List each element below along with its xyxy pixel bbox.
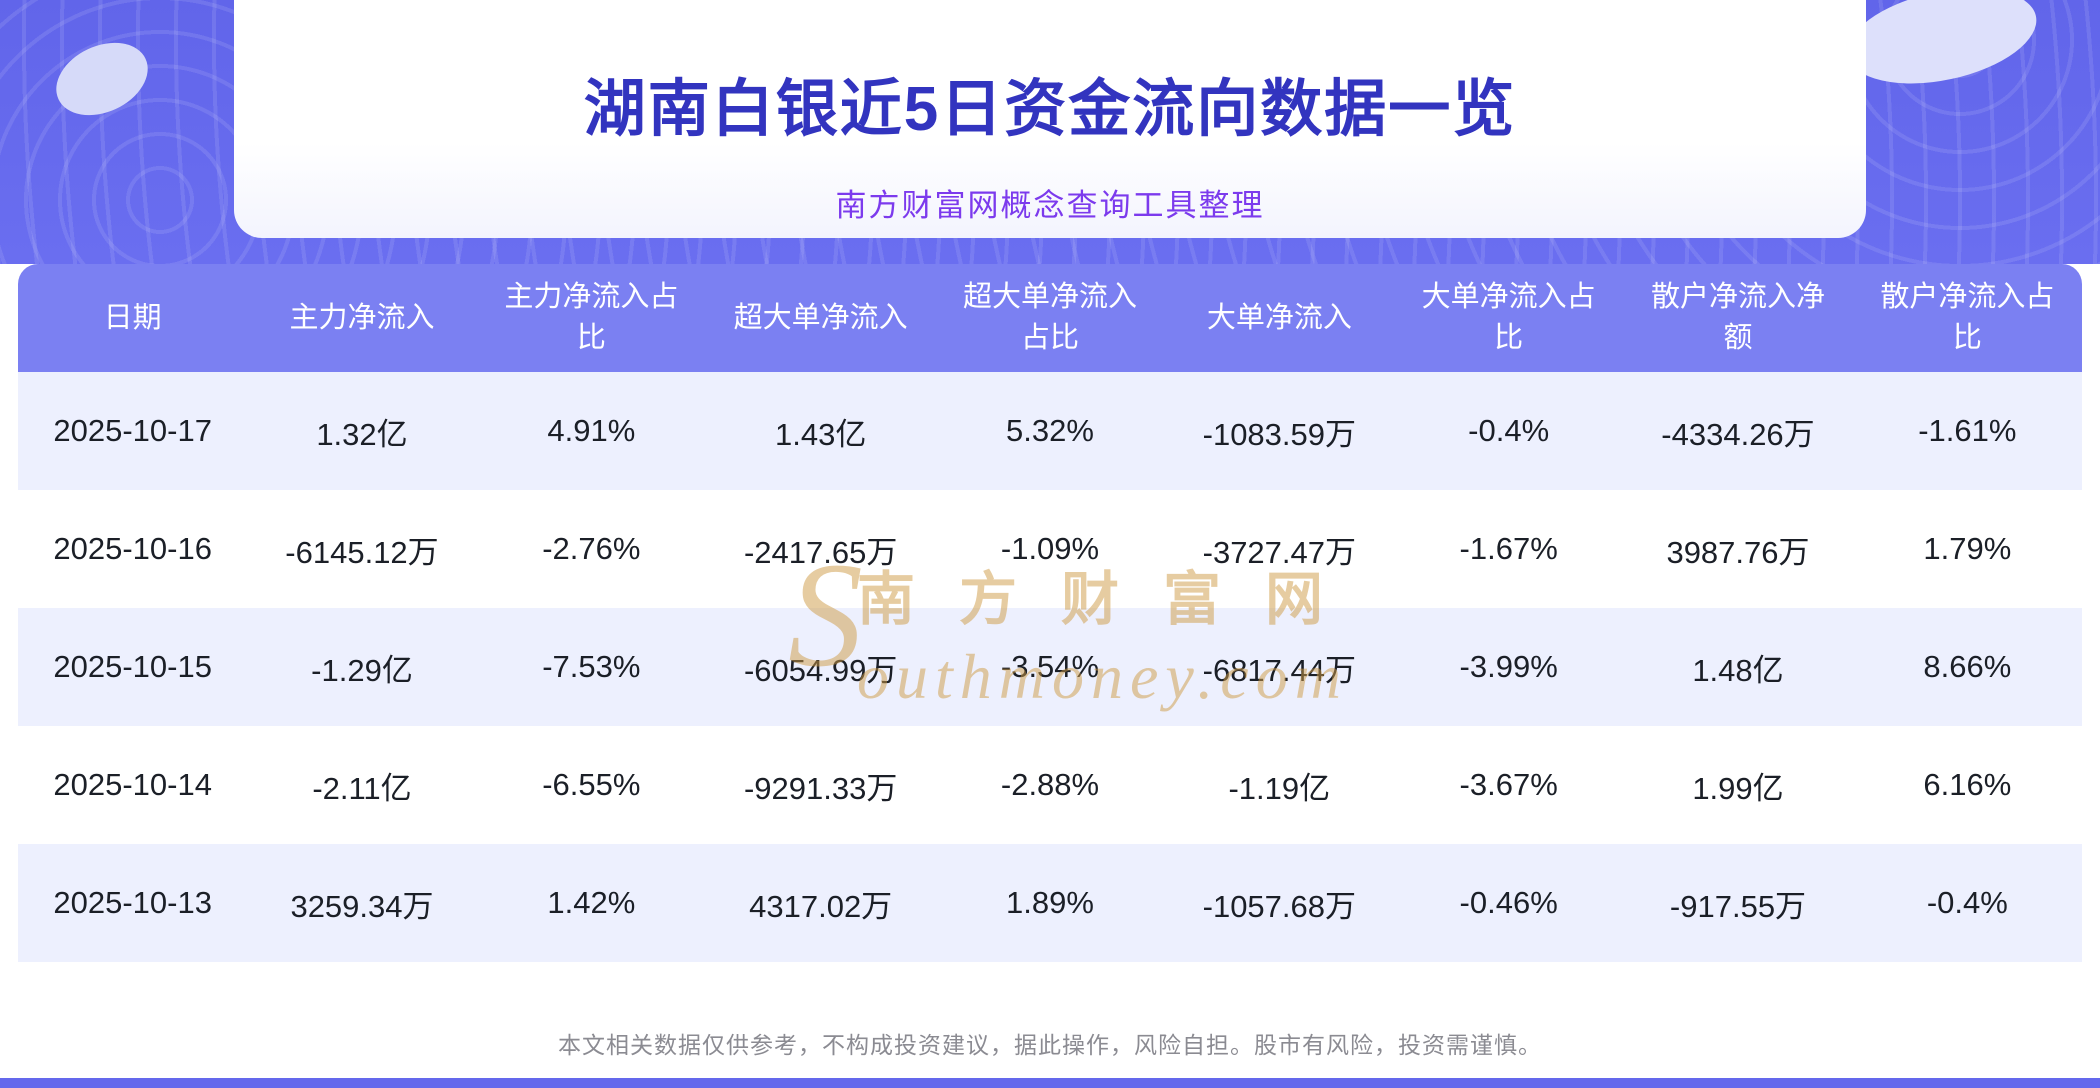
table-row: 2025-10-16 -6145.12万 -2.76% -2417.65万 -1.09%… [18,490,2082,608]
table-body: 2025-10-17 1.32亿 4.91% 1.43亿 5.32% -1083.59万 -… [18,372,2082,962]
column-header: 散户净流入占比 [1880,281,2055,354]
value-cell: 6.16% [1923,767,2012,802]
value-cell: -1.09% [1000,531,1100,566]
table-row: 2025-10-14 -2.11亿 -6.55% -9291.33万 -2.88% -1.… [18,726,2082,844]
column-header: 超大单净流入 [733,301,908,334]
value-cell: -2.88% [1000,767,1100,802]
table-row: 2025-10-17 1.32亿 4.91% 1.43亿 5.32% -1083.59万 -… [18,372,2082,490]
value-cell: 1.99亿 [1692,770,1784,806]
value-cell: -1.19亿 [1228,770,1331,806]
date-cell: 2025-10-13 [53,885,212,920]
value-cell: -3727.47万 [1202,534,1357,570]
date-cell: 2025-10-15 [53,649,212,684]
value-cell: -6054.99万 [743,652,898,688]
value-cell: 5.32% [1006,413,1094,448]
value-cell: 1.89% [1006,885,1094,920]
date-cell: 2025-10-17 [53,413,212,448]
value-cell: -0.46% [1459,885,1558,920]
ellipse-decoration-right [1838,0,2046,99]
value-cell: -7.53% [542,649,641,684]
date-cell: 2025-10-16 [53,531,212,566]
table-row: 2025-10-15 -1.29亿 -7.53% -6054.99万 -3.54% -68… [18,608,2082,726]
value-cell: -1.29亿 [311,652,413,688]
value-cell: -3.67% [1459,767,1558,802]
page-title: 湖南白银近5日资金流向数据一览 [583,75,1517,144]
value-cell: 8.66% [1923,649,2012,684]
value-cell: -6145.12万 [285,534,439,570]
value-cell: 1.48亿 [1692,652,1784,688]
disclaimer-text: 本文相关数据仅供参考，不构成投资建议，据此操作，风险自担。股市有风险，投资需谨慎… [558,1032,1542,1058]
column-header: 大单净流入 [1206,301,1352,334]
value-cell: -3.99% [1459,649,1558,684]
value-cell: -1057.68万 [1202,888,1357,924]
value-cell: 4317.02万 [749,888,893,924]
value-cell: -1083.59万 [1202,416,1357,452]
title-card: 湖南白银近5日资金流向数据一览 南方财富网概念查询工具整理 [234,0,1866,238]
table-row: 2025-10-13 3259.34万 1.42% 4317.02万 1.89% -105… [18,844,2082,962]
top-banner: 湖南白银近5日资金流向数据一览 南方财富网概念查询工具整理 [0,0,2100,264]
value-cell: -6817.44万 [1202,652,1357,688]
value-cell: 3987.76万 [1666,534,1810,570]
column-header: 散户净流入净额 [1650,281,1825,354]
value-cell: -6.55% [542,767,641,802]
ellipse-decoration-left [44,28,160,130]
value-cell: -1.67% [1459,531,1558,566]
value-cell: -2417.65万 [743,534,898,570]
value-cell: -4334.26万 [1661,416,1815,452]
value-cell: -917.55万 [1669,888,1807,924]
value-cell: -9291.33万 [743,770,898,806]
value-cell: 1.43亿 [774,416,867,452]
bottom-bar [0,1078,2100,1088]
column-header: 大单净流入占比 [1421,281,1596,354]
value-cell: -0.4% [1468,413,1550,448]
column-header: 主力净流入 [289,301,435,334]
value-cell: -1.61% [1918,413,2017,448]
column-header: 日期 [103,301,162,334]
value-cell: 1.32亿 [316,416,408,452]
date-cell: 2025-10-14 [53,767,212,802]
value-cell: 3259.34万 [290,888,434,924]
page-subtitle: 南方财富网概念查询工具整理 [835,188,1265,223]
data-table: 日期 主力净流入 主力净流入占比 超大单净流入 超大单净流入占比 大单净流入 大单净流入占比… [18,264,2082,962]
value-cell: 4.91% [547,413,636,448]
value-cell: -2.11亿 [312,770,412,806]
value-cell: -0.4% [1926,885,2008,920]
value-cell: 1.42% [547,885,636,920]
value-cell: 1.79% [1923,531,2012,566]
column-header: 主力净流入占比 [504,281,679,354]
table-header-row: 日期 主力净流入 主力净流入占比 超大单净流入 超大单净流入占比 大单净流入 大单净流入占比… [18,264,2082,372]
value-cell: -3.54% [1000,649,1100,684]
value-cell: -2.76% [542,531,641,566]
column-header: 超大单净流入占比 [962,281,1137,354]
